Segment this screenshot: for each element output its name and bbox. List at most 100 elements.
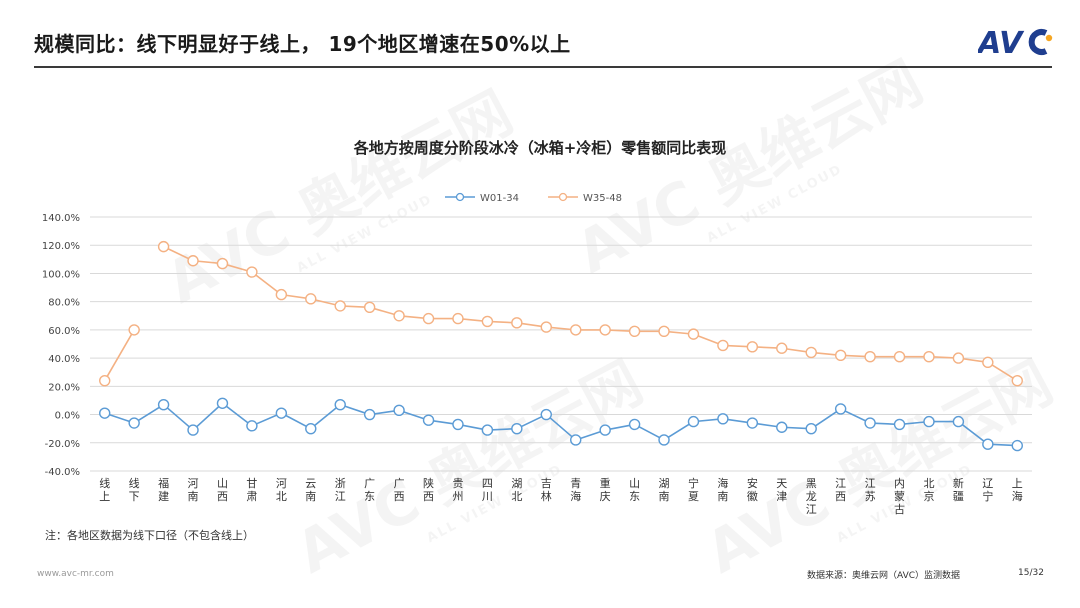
series-w35-48-point — [246, 266, 258, 278]
x-tick-label: 宁夏 — [688, 476, 699, 503]
x-tick-label: 新疆 — [953, 476, 964, 503]
data-source: 数据来源：奥维云网（AVC）监测数据 — [807, 571, 961, 581]
y-tick-label: 140.0% — [42, 213, 80, 224]
series-w01-34-point — [834, 403, 847, 415]
series-w01-34-segment — [192, 402, 224, 431]
series-w35-48-point — [481, 315, 494, 328]
series-w01-34-segment — [545, 413, 577, 441]
series-w35-48-point — [717, 339, 729, 352]
series-w35-48-point — [776, 342, 788, 354]
series-w35-48-point — [805, 346, 817, 359]
x-tick-label: 云南 — [305, 477, 316, 503]
series-w01-34-point — [1011, 439, 1023, 452]
series-w01-34-point — [717, 413, 729, 425]
series-w01-34-point — [776, 421, 788, 433]
series-w01-34-segment — [663, 420, 694, 441]
series-w35-48-point — [746, 341, 759, 353]
series-w35-48-point — [275, 288, 288, 301]
series-w35-48-point — [187, 255, 199, 267]
page-title: 规模同比：线下明显好于线上， 19个地区增速在50%以上 — [34, 32, 571, 56]
x-tick-label: 广西 — [394, 477, 405, 503]
y-tick-label: 40.0% — [48, 354, 80, 365]
series-w35-48-point — [628, 325, 641, 337]
x-tick-label: 山东 — [629, 477, 640, 503]
series-w35-48-segment — [104, 329, 135, 382]
series-w01-34-point — [893, 418, 906, 431]
x-tick-label: 山西 — [217, 477, 228, 503]
x-tick-label: 安徽 — [747, 476, 758, 503]
legend-label: W35-48 — [583, 193, 622, 204]
x-tick-label: 海南 — [717, 476, 728, 503]
x-tick-label: 青海 — [570, 477, 581, 503]
series-w35-48-point — [452, 312, 464, 325]
y-tick-label: 60.0% — [48, 326, 80, 337]
x-tick-label: 江苏 — [865, 477, 876, 503]
x-tick-label: 河南 — [188, 477, 199, 503]
x-tick-label: 陕西 — [423, 476, 434, 503]
x-tick-label: 湖北 — [511, 477, 522, 503]
x-tick-label: 河北 — [276, 477, 287, 503]
x-tick-label: 天津 — [776, 477, 787, 503]
series-w35-48-point — [1011, 374, 1023, 387]
series-w35-48-point — [864, 351, 876, 363]
x-tick-label: 吉林 — [541, 477, 552, 503]
series-w01-34-segment — [163, 404, 194, 431]
series-w35-48-point — [511, 317, 523, 329]
series-w01-34-point — [99, 407, 111, 419]
series-w01-34-point — [982, 438, 994, 450]
series-w01-34-point — [422, 414, 435, 426]
series-w01-34-point — [216, 397, 229, 409]
series-w01-34-point — [511, 422, 523, 435]
x-tick-label: 广东 — [364, 477, 375, 503]
svg-text:AV: AV — [978, 26, 1025, 61]
series-w01-34-point — [187, 424, 199, 436]
x-tick-label: 线上 — [99, 476, 110, 503]
series-w01-34-point — [275, 407, 288, 419]
y-tick-label: 100.0% — [42, 269, 80, 280]
series-w35-48-point — [128, 324, 140, 336]
y-tick-label: 20.0% — [48, 382, 80, 393]
footnote: 注：各地区数据为线下口径（不包含线上） — [45, 529, 254, 542]
series-w35-48-point — [305, 293, 317, 305]
series-w01-34-point — [658, 434, 670, 446]
x-tick-label: 贵州 — [452, 477, 463, 503]
x-tick-label: 北京 — [923, 477, 934, 503]
series-w35-48-point — [216, 257, 229, 270]
legend-marker — [558, 192, 568, 202]
y-tick-label: 80.0% — [48, 298, 80, 309]
series-w01-34-segment — [221, 402, 253, 427]
chart-title: 各地方按周度分阶段冰冷（冰箱+冷柜）零售额同比表现 — [353, 139, 727, 157]
series-w01-34-point — [481, 424, 494, 436]
x-tick-label: 湖南 — [659, 477, 670, 503]
series-w35-48-segment — [251, 271, 282, 296]
title-divider — [34, 66, 1052, 68]
x-tick-label: 重庆 — [600, 476, 611, 503]
legend-marker — [455, 192, 465, 202]
series-w01-34-point — [363, 408, 376, 421]
series-w01-34-point — [305, 422, 317, 435]
x-tick-label: 江西 — [835, 477, 846, 503]
series-w01-34-point — [952, 415, 965, 428]
x-tick-label: 上海 — [1012, 477, 1023, 503]
series-w01-34-point — [393, 404, 405, 417]
series-w01-34-segment — [810, 408, 842, 430]
website-link[interactable]: www.avc-mr.com — [37, 569, 114, 579]
x-tick-label: 内蒙古 — [894, 476, 905, 516]
series-w35-48-point — [540, 321, 552, 333]
series-w01-34-point — [570, 434, 582, 446]
x-tick-label: 甘肃 — [246, 477, 257, 503]
x-tick-label: 福建 — [158, 476, 169, 503]
avc-logo: AV — [978, 26, 1053, 61]
y-tick-label: 120.0% — [42, 241, 80, 252]
series-w35-48-point — [334, 300, 346, 312]
series-w35-48-segment — [987, 361, 1018, 382]
x-tick-label: 线下 — [129, 476, 140, 503]
y-tick-label: -40.0% — [45, 467, 80, 478]
series-w35-48-point — [982, 356, 994, 369]
series-w01-34-segment — [310, 404, 341, 430]
series-w01-34-point — [864, 417, 876, 429]
series-w35-48-point — [893, 351, 906, 363]
x-tick-label: 辽宁 — [982, 477, 993, 503]
series-w01-34-point — [805, 422, 817, 435]
